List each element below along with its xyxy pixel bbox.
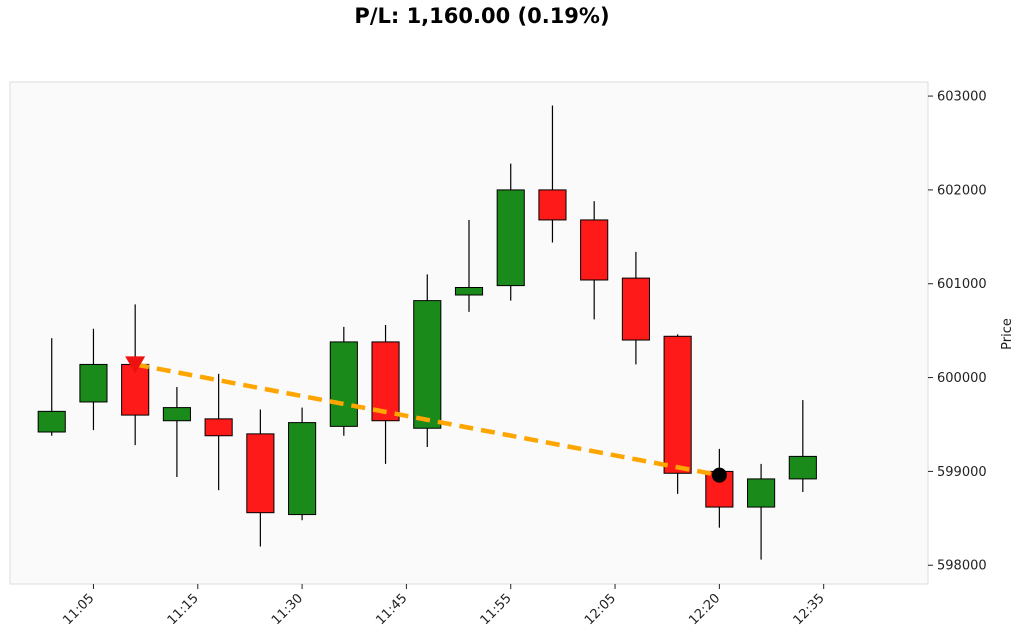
candle-body-18 xyxy=(788,455,817,480)
candle-11 xyxy=(496,163,525,301)
candle-body-14 xyxy=(621,277,650,341)
candle-body-13 xyxy=(580,219,609,281)
candle-6 xyxy=(288,407,317,521)
exit-marker xyxy=(711,467,727,483)
candle-9 xyxy=(413,274,442,448)
candle-body-9 xyxy=(413,300,442,429)
entry-marker xyxy=(125,356,146,374)
y-tick-label-1: 599000 xyxy=(937,465,987,480)
candle-12 xyxy=(538,105,567,243)
y-axis-label: Price xyxy=(1000,318,1015,350)
candle-body-12 xyxy=(538,189,567,221)
candle-body-1 xyxy=(79,363,108,403)
candle-10 xyxy=(454,219,484,312)
x-tick-label-0: 11:05 xyxy=(60,591,97,628)
candle-1 xyxy=(79,328,108,431)
candle-0 xyxy=(37,338,66,436)
y-tick-label-3: 601000 xyxy=(937,277,987,292)
candle-body-7 xyxy=(329,341,358,427)
x-tick-label-5: 12:05 xyxy=(582,591,619,628)
candle-17 xyxy=(747,463,776,560)
candle-body-5 xyxy=(246,433,275,514)
candle-7 xyxy=(329,326,358,436)
candle-body-15 xyxy=(663,335,692,474)
candle-18 xyxy=(788,400,817,493)
plot-area xyxy=(9,81,929,585)
candle-body-17 xyxy=(747,478,776,508)
candle-body-0 xyxy=(37,410,66,433)
y-tick-label-2: 600000 xyxy=(937,371,987,386)
candle-15 xyxy=(663,334,692,494)
y-tick-label-5: 603000 xyxy=(937,90,987,105)
candle-2 xyxy=(121,304,150,446)
x-tick-label-4: 11:55 xyxy=(478,591,515,628)
candles-layer xyxy=(37,105,817,560)
candle-13 xyxy=(580,201,609,320)
y-tick-label-0: 598000 xyxy=(937,559,987,574)
candle-body-10 xyxy=(454,286,484,296)
x-tick-label-3: 11:45 xyxy=(373,591,410,628)
x-tick-label-7: 12:35 xyxy=(791,591,828,628)
candle-body-6 xyxy=(288,422,317,516)
candle-8 xyxy=(371,325,400,464)
trade-line xyxy=(134,362,720,478)
trade-layer xyxy=(125,356,727,483)
y-tick-label-4: 602000 xyxy=(937,183,987,198)
candle-body-3 xyxy=(162,407,191,422)
x-tick-label-6: 12:20 xyxy=(686,591,723,628)
x-tick-label-1: 11:15 xyxy=(165,591,202,628)
candle-5 xyxy=(246,409,275,547)
candle-body-8 xyxy=(371,341,400,422)
chart-title: P/L: 1,160.00 (0.19%) xyxy=(354,4,610,28)
candle-body-11 xyxy=(496,189,525,287)
candle-14 xyxy=(621,251,650,365)
candle-body-4 xyxy=(204,418,233,437)
candle-3 xyxy=(162,386,191,478)
x-tick-label-2: 11:30 xyxy=(269,591,306,628)
candle-4 xyxy=(204,373,233,491)
